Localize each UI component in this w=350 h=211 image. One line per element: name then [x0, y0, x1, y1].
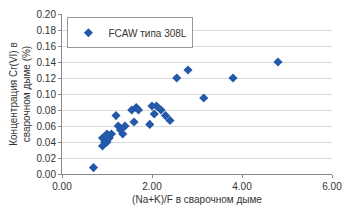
svg-text:0.14: 0.14	[37, 57, 57, 68]
svg-text:6.00: 6.00	[322, 181, 342, 192]
svg-text:FCAW типа 308L: FCAW типа 308L	[108, 28, 186, 39]
svg-text:0.12: 0.12	[37, 73, 57, 84]
svg-text:0.18: 0.18	[37, 25, 57, 36]
svg-text:Концентрация Cr(VI) всварочном: Концентрация Cr(VI) всварочном дыме (%)	[8, 42, 32, 146]
svg-text:0.16: 0.16	[37, 41, 57, 52]
svg-text:0.06: 0.06	[37, 121, 57, 132]
svg-text:2.00: 2.00	[142, 181, 162, 192]
svg-text:0.10: 0.10	[37, 89, 57, 100]
svg-text:0.08: 0.08	[37, 105, 57, 116]
svg-text:4.00: 4.00	[232, 181, 252, 192]
svg-text:0.20: 0.20	[37, 9, 57, 20]
svg-text:0.00: 0.00	[52, 181, 72, 192]
svg-text:0.02: 0.02	[37, 153, 57, 164]
svg-text:0.04: 0.04	[37, 137, 57, 148]
svg-text:0.00: 0.00	[37, 169, 57, 180]
svg-text:(Na+K)/F в сварочном дыме: (Na+K)/F в сварочном дыме	[132, 194, 262, 205]
